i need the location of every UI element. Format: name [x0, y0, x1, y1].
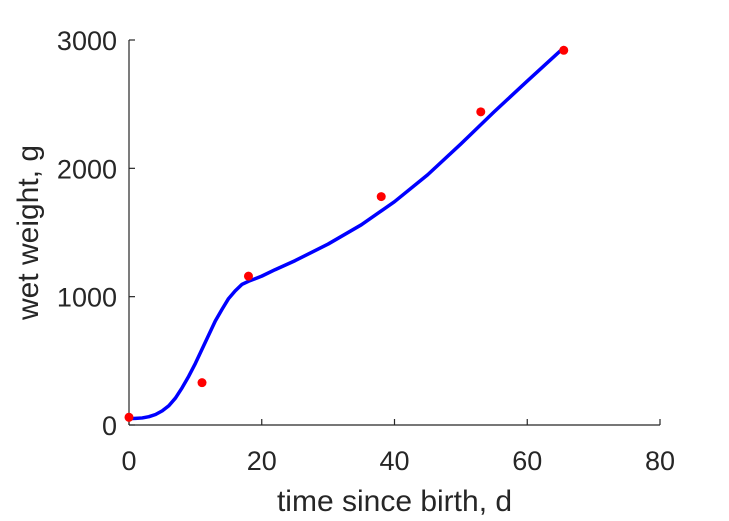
y-tick-label: 2000	[57, 154, 117, 184]
fit-line-group	[127, 45, 566, 421]
x-axis-label: time since birth, d	[277, 485, 512, 518]
data-point	[197, 378, 207, 388]
x-tick-label: 80	[645, 446, 675, 476]
ticks-group: 0 20 40 60 80 0 1000 2000 3000	[57, 26, 675, 476]
data-point	[243, 271, 253, 281]
axes-group	[128, 40, 660, 426]
y-tick-label: 1000	[57, 283, 117, 313]
data-point	[559, 45, 569, 55]
data-points-group	[124, 45, 569, 422]
x-tick-label: 20	[247, 446, 277, 476]
x-tick-label: 40	[379, 446, 409, 476]
y-axis-label: wet weight, g	[12, 145, 45, 321]
data-point	[376, 192, 386, 202]
y-tick-label: 3000	[57, 26, 117, 56]
data-point	[476, 107, 486, 117]
x-tick-label: 60	[512, 446, 542, 476]
x-tick-label: 0	[121, 446, 136, 476]
y-tick-label: 0	[102, 411, 117, 441]
fit-line	[127, 45, 566, 421]
data-point	[124, 412, 134, 422]
